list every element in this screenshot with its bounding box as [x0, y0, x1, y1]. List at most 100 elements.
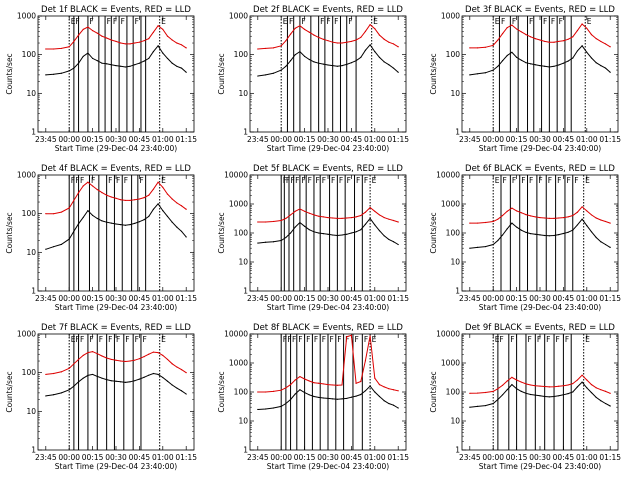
lld-data-point [82, 28, 84, 31]
lld-data-point [313, 214, 315, 216]
events-data-point [332, 65, 334, 67]
x-tick-label: 01:15 [175, 294, 197, 303]
lld-data-point [87, 352, 89, 354]
y-tick-label: 1000 [441, 12, 460, 21]
x-tick-label: 00:00 [270, 294, 292, 303]
lld-data-point [484, 46, 486, 48]
y-tick-label: 1 [243, 446, 248, 455]
lld-data-point [544, 40, 546, 43]
lld-data-point [134, 359, 136, 361]
lld-data-point [590, 383, 593, 386]
event-marker-label: F [499, 335, 503, 344]
lld-data-point [492, 390, 494, 392]
event-marker-label: F [75, 176, 79, 185]
lld-data-point [92, 185, 94, 187]
lld-data-point [304, 378, 306, 380]
event-marker-label: F [125, 335, 129, 344]
lld-data-point [600, 40, 602, 43]
x-tick-label: 01:15 [599, 135, 621, 144]
x-tick-label: 00:15 [82, 453, 104, 462]
events-data-point [68, 238, 70, 240]
events-data-point [544, 234, 546, 237]
x-tick-label: 00:30 [105, 135, 127, 144]
lld-data-point [101, 355, 103, 357]
lld-data-point [360, 36, 362, 38]
events-data-point [539, 65, 541, 67]
event-marker-label: F [510, 335, 514, 344]
lld-data-point [180, 369, 183, 371]
lld-data-point [553, 41, 555, 43]
lld-data-point [530, 384, 532, 386]
event-marker-label: F [574, 176, 578, 185]
lld-data-point [539, 39, 541, 41]
x-tick-label: 00:45 [129, 453, 151, 462]
events-data-point [60, 392, 63, 394]
lld-data-point [265, 391, 267, 393]
lld-data-point [157, 181, 159, 183]
lld-data-point [350, 216, 352, 219]
event-marker-label: F [80, 176, 84, 185]
events-data-point [171, 221, 173, 223]
lld-data-point [558, 385, 560, 387]
events-data-point [176, 226, 178, 228]
events-data-point [492, 243, 494, 246]
event-marker-label: F [356, 176, 360, 185]
events-data-point [265, 74, 267, 76]
x-tick-label: 00:00 [270, 453, 292, 462]
events-data-point [534, 233, 536, 235]
x-tick-label: 01:00 [364, 135, 386, 144]
lld-data-point [176, 366, 178, 368]
lld-data-point [313, 382, 315, 384]
x-tick-label: 00:00 [482, 453, 504, 462]
events-data-point [92, 214, 94, 217]
lld-data-point [82, 185, 84, 187]
lld-data-point [336, 217, 338, 219]
events-data-point [73, 385, 75, 387]
lld-data-point [322, 216, 324, 218]
events-data-point [272, 241, 274, 243]
events-data-point [567, 231, 569, 233]
lld-data-point [327, 40, 329, 42]
events-data-point [544, 65, 546, 67]
events-data-point [280, 405, 282, 407]
events-data-point [604, 243, 607, 246]
x-tick-label: 00:15 [294, 135, 316, 144]
x-tick-label: 00:45 [553, 453, 575, 462]
events-data-point [609, 246, 611, 248]
lld-data-point [477, 222, 479, 224]
lld-data-point [388, 41, 390, 43]
event-marker-label: F [298, 335, 302, 344]
lld-data-point [553, 386, 555, 388]
events-data-point [534, 64, 536, 66]
event-marker-label: E [495, 176, 500, 185]
x-tick-label: 00:15 [294, 294, 316, 303]
event-marker-label: F [75, 17, 79, 26]
events-data-point [469, 247, 471, 249]
event-marker-label: F [337, 335, 341, 344]
lld-data-point [299, 208, 301, 210]
x-tick-label: 01:00 [152, 453, 174, 462]
event-marker-label: F [559, 17, 563, 26]
event-marker-label: F [354, 335, 358, 344]
event-marker-label: E [587, 17, 592, 26]
event-marker-label: E [373, 17, 378, 26]
lld-data-point [53, 213, 55, 215]
lld-data-point [604, 43, 607, 45]
events-data-point [162, 52, 164, 54]
y-axis-label: Counts/sec [217, 371, 226, 412]
lld-data-point [397, 46, 399, 48]
panel-title: Det 5f BLACK = Events, RED = LLD [253, 164, 403, 174]
x-tick-label: 01:15 [599, 453, 621, 462]
events-data-point [313, 231, 315, 233]
event-marker-label: F [339, 176, 343, 185]
lld-data-point [129, 360, 131, 362]
events-data-point [350, 232, 352, 234]
lld-data-point [469, 47, 471, 49]
lld-data-point [572, 214, 574, 217]
events-data-point [553, 65, 555, 67]
events-data-point [294, 393, 296, 395]
events-data-point [120, 381, 122, 383]
lld-data-point [68, 207, 70, 209]
plot-frame [37, 15, 195, 133]
event-marker-label: F [331, 176, 335, 185]
